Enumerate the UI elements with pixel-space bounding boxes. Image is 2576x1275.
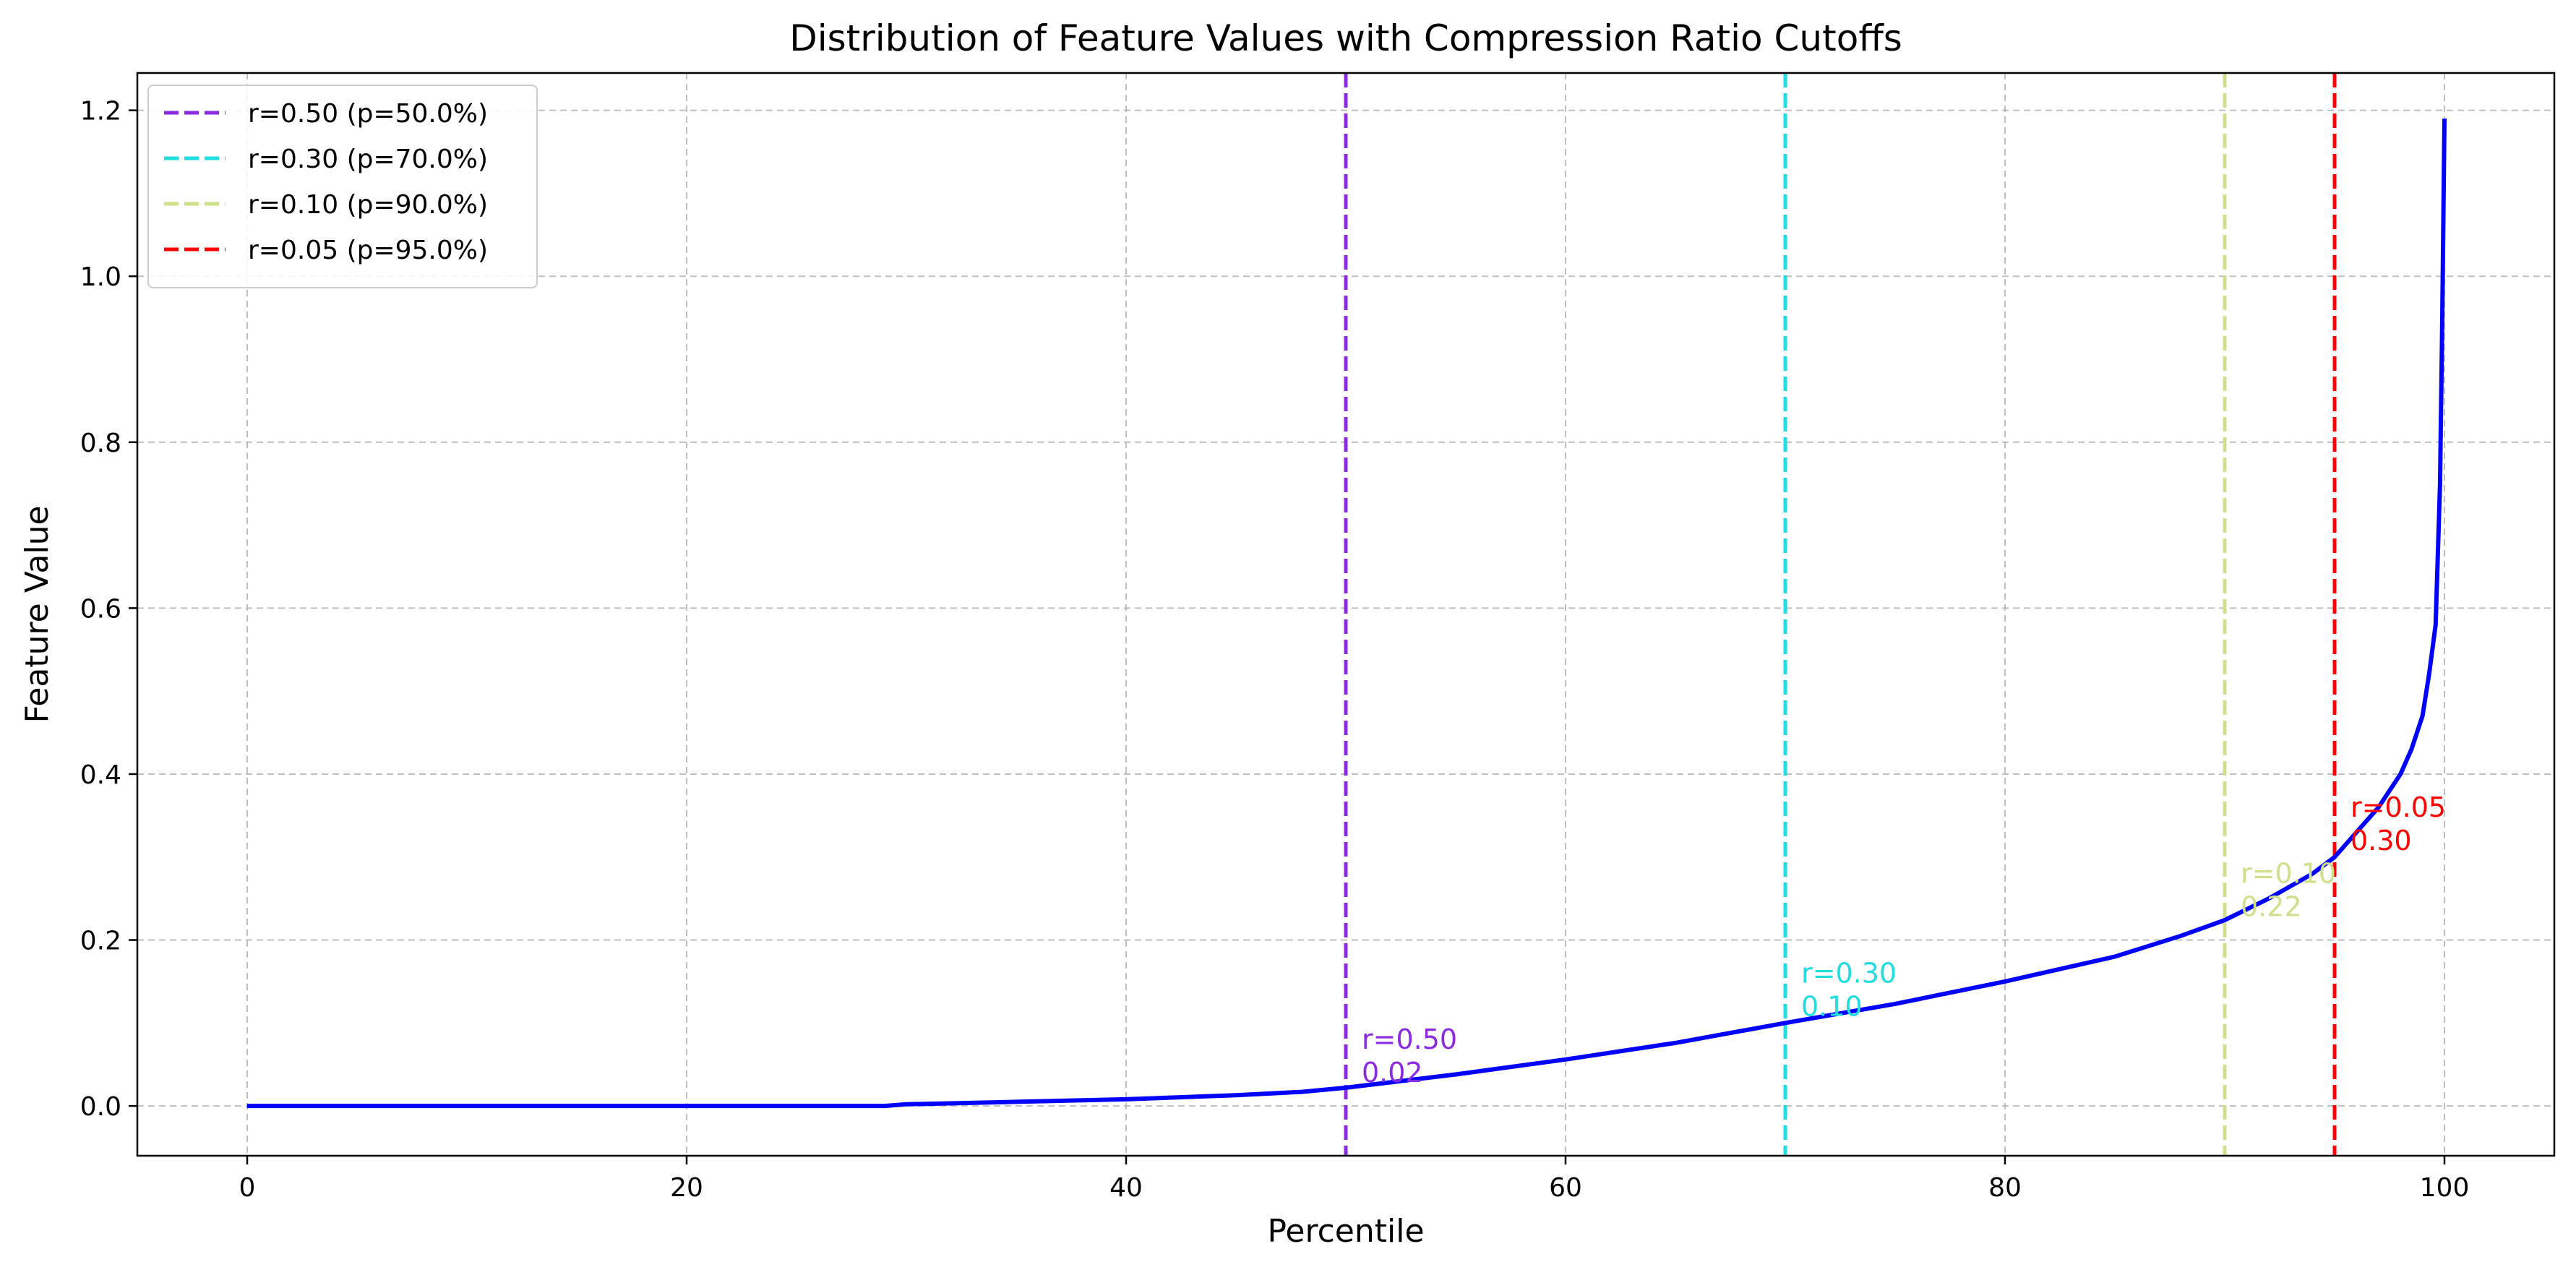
x-tick-label: 60 bbox=[1549, 1173, 1582, 1203]
y-tick-label: 0.4 bbox=[80, 760, 121, 790]
cutoff-label-value: 0.10 bbox=[1801, 990, 1863, 1022]
cutoff-annotations: r=0.500.02 r=0.300.10 r=0.100.22 r=0.050.30 bbox=[1362, 791, 2446, 1089]
x-tick-label: 40 bbox=[1109, 1173, 1143, 1203]
cutoff-label-ratio: r=0.05 bbox=[2350, 791, 2446, 823]
y-tick-label: 0.0 bbox=[80, 1092, 121, 1122]
legend-box bbox=[147, 85, 538, 288]
y-axis-label: Feature Value bbox=[19, 505, 56, 723]
series bbox=[247, 119, 2447, 1109]
cutoff-label-value: 0.02 bbox=[1362, 1057, 1423, 1089]
y-tick-label: 1.2 bbox=[80, 97, 121, 126]
x-tick-label: 100 bbox=[2420, 1173, 2470, 1203]
legend-entry: r=0.05 (p=95.0%) bbox=[248, 236, 488, 265]
y-tick-label: 0.2 bbox=[80, 927, 121, 956]
x-tick-label: 20 bbox=[670, 1173, 703, 1203]
axis-ticks: 0 20 40 60 80 100 0.0 0.2 0.4 0.6 0.8 1.0 1.2 bbox=[80, 97, 2470, 1203]
legend-entry: r=0.10 (p=90.0%) bbox=[248, 190, 488, 220]
x-tick-label: 80 bbox=[1988, 1173, 2022, 1203]
cutoff-lines bbox=[1344, 73, 2337, 1156]
series-line bbox=[247, 119, 2447, 1109]
cutoff-label-value: 0.22 bbox=[2241, 891, 2302, 923]
chart-title: Distribution of Feature Values with Comp… bbox=[789, 17, 1902, 59]
cutoff-label-ratio: r=0.10 bbox=[2241, 858, 2336, 890]
cutoff-label-ratio: r=0.50 bbox=[1362, 1023, 1457, 1055]
plot-area-frame bbox=[136, 72, 2556, 1157]
cutoff-label-value: 0.30 bbox=[2350, 825, 2412, 857]
legend-entry: r=0.50 (p=50.0%) bbox=[248, 99, 488, 129]
x-axis-label: Percentile bbox=[1267, 1213, 1424, 1250]
legend-entry: r=0.30 (p=70.0%) bbox=[248, 145, 488, 174]
x-tick-label: 0 bbox=[239, 1173, 256, 1203]
y-tick-label: 0.8 bbox=[80, 429, 121, 458]
cutoff-label-ratio: r=0.30 bbox=[1801, 957, 1897, 989]
legend: r=0.50 (p=50.0%) r=0.30 (p=70.0%) r=0.10 (… bbox=[147, 85, 538, 288]
y-tick-label: 1.0 bbox=[80, 262, 121, 292]
y-tick-label: 0.6 bbox=[80, 594, 121, 624]
